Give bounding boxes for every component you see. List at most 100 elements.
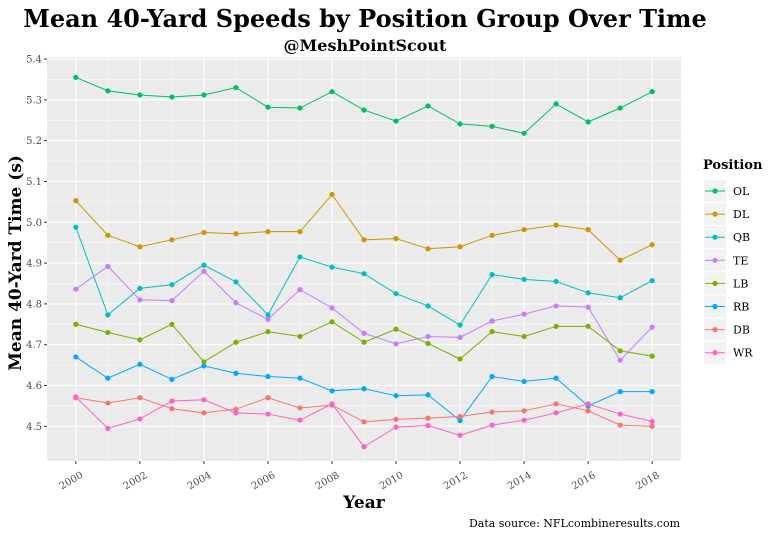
data-point-wr	[297, 417, 303, 423]
legend-key-point	[712, 257, 718, 263]
data-point-lb	[105, 329, 111, 336]
data-point-rb	[361, 386, 367, 392]
legend-item-wr: WR	[704, 341, 753, 364]
data-point-te	[521, 311, 527, 317]
series-dl	[73, 191, 655, 263]
legend-key-point	[712, 327, 718, 333]
legend-key-point	[712, 234, 718, 240]
data-point-rb	[617, 389, 623, 395]
legend-label: TE	[733, 254, 748, 267]
data-point-ol	[73, 74, 79, 81]
series-rb	[73, 354, 655, 424]
legend-label: DB	[733, 324, 750, 337]
data-point-db	[233, 406, 239, 412]
data-point-db	[553, 401, 559, 407]
chart-subtitle: @MeshPointScout	[284, 36, 448, 55]
data-point-rb	[233, 370, 239, 376]
data-point-qb	[265, 312, 271, 318]
legend-key-point	[712, 280, 718, 286]
data-point-rb	[329, 388, 335, 394]
data-point-qb	[617, 295, 623, 301]
data-point-dl	[489, 232, 495, 238]
series-wr	[73, 394, 655, 450]
data-point-lb	[521, 333, 527, 340]
data-point-lb	[393, 326, 399, 332]
data-point-te	[169, 298, 175, 304]
y-tick-label: 4.8	[26, 299, 42, 310]
data-point-te	[201, 268, 207, 274]
data-point-ol	[137, 92, 143, 98]
y-axis-title: Mean 40-Yard Time (s)	[6, 155, 26, 371]
caption: Data source: NFLcombineresults.com	[469, 517, 681, 530]
y-tick-label: 5.3	[26, 95, 42, 106]
data-point-ol	[425, 103, 431, 109]
data-point-dl	[585, 227, 591, 233]
data-point-qb	[105, 312, 111, 318]
y-tick-label: 4.5	[26, 422, 42, 433]
data-point-ol	[297, 105, 303, 111]
data-point-rb	[521, 378, 527, 385]
data-point-rb	[169, 376, 175, 382]
data-point-lb	[233, 339, 239, 345]
data-point-qb	[649, 278, 655, 284]
data-point-qb	[361, 271, 367, 277]
data-point-te	[329, 305, 335, 311]
data-point-wr	[201, 397, 207, 403]
data-point-qb	[585, 290, 591, 296]
data-point-rb	[201, 363, 207, 369]
data-point-ol	[233, 85, 239, 91]
data-point-db	[265, 395, 271, 401]
legend-key-point	[712, 303, 718, 310]
data-point-te	[361, 330, 367, 336]
data-point-rb	[425, 392, 431, 398]
data-point-dl	[457, 244, 463, 250]
series-te	[73, 263, 655, 363]
data-point-ol	[489, 123, 495, 129]
data-point-te	[457, 334, 463, 340]
data-point-dl	[425, 246, 431, 252]
y-tick-label: 4.6	[26, 381, 42, 392]
data-point-lb	[553, 323, 559, 329]
legend: OL DL QB TE LB RB DB WR	[704, 180, 753, 364]
legend-label: WR	[733, 347, 753, 360]
data-point-rb	[297, 375, 303, 381]
data-point-qb	[489, 271, 495, 278]
data-point-wr	[265, 411, 271, 417]
data-point-dl	[521, 227, 527, 233]
data-point-rb	[265, 373, 271, 380]
data-point-lb	[425, 340, 431, 347]
data-point-dl	[329, 191, 335, 198]
data-point-qb	[329, 264, 335, 270]
data-point-ol	[361, 107, 367, 113]
data-point-te	[73, 286, 79, 292]
data-point-db	[137, 395, 143, 401]
data-point-qb	[425, 303, 431, 309]
data-point-db	[617, 422, 623, 428]
data-point-te	[425, 333, 431, 340]
data-point-rb	[553, 375, 559, 381]
data-point-lb	[457, 356, 463, 362]
y-tick-label: 5.4	[26, 55, 42, 66]
data-point-wr	[489, 422, 495, 428]
data-point-wr	[105, 425, 111, 431]
series-layer	[73, 74, 655, 450]
legend-label: QB	[733, 231, 750, 244]
data-point-rb	[137, 361, 143, 367]
data-point-db	[457, 413, 463, 420]
series-qb	[73, 224, 655, 328]
data-point-te	[297, 287, 303, 293]
legend-item-te: TE	[704, 249, 748, 272]
data-point-db	[649, 423, 655, 429]
data-point-wr	[169, 398, 175, 404]
data-point-qb	[169, 282, 175, 288]
data-point-lb	[617, 348, 623, 354]
data-point-te	[137, 297, 143, 303]
data-point-ol	[169, 94, 175, 100]
chart-title: Mean 40-Yard Speeds by Position Group Ov…	[23, 4, 706, 33]
data-point-ol	[105, 88, 111, 94]
data-point-lb	[489, 329, 495, 335]
data-point-wr	[137, 416, 143, 422]
data-point-db	[425, 415, 431, 421]
series-lb	[73, 319, 655, 365]
